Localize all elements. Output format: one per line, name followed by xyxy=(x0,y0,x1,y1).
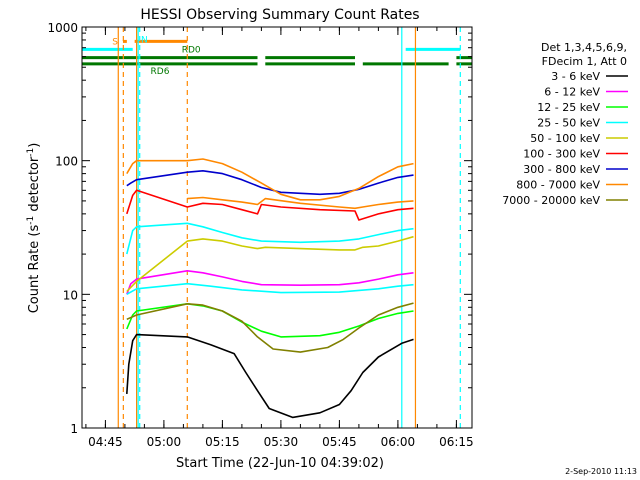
series-line xyxy=(126,282,414,295)
series-line xyxy=(126,189,414,221)
axis-ticks: 04:45 05:00 05:15 05:30 05:45 06:00 06:15 1 10 10… xyxy=(47,21,473,449)
legend-label: 100 - 300 keV xyxy=(523,148,600,161)
series-line xyxy=(187,196,414,210)
flag-bars: S N RD0 RD6 xyxy=(82,35,472,77)
series-line xyxy=(126,158,414,201)
legend-label: 7000 - 20000 keV xyxy=(502,194,600,207)
flag-label-rd0: RD0 xyxy=(182,46,201,56)
x-tick-label: 05:15 xyxy=(205,435,240,449)
x-tick-label: 05:45 xyxy=(322,435,357,449)
legend-label: 800 - 7000 keV xyxy=(516,179,600,192)
footer-timestamp: 2-Sep-2010 11:13 xyxy=(565,467,637,476)
legend-label: 25 - 50 keV xyxy=(537,117,600,130)
legend-label: 300 - 800 keV xyxy=(523,163,600,176)
x-axis-label: Start Time (22-Jun-10 04:39:02) xyxy=(176,456,384,471)
y-axis-label: Count Rate (s-1 detector-1) xyxy=(26,143,42,314)
flag-label-rd6: RD6 xyxy=(151,67,170,77)
y-tick-label: 1 xyxy=(70,422,78,436)
x-tick-label: 06:15 xyxy=(439,435,474,449)
series-line xyxy=(126,303,414,338)
plot-frame xyxy=(81,26,473,429)
legend-header-decimation: FDecim 1, Att 0 xyxy=(542,55,627,68)
legend-label: 12 - 25 keV xyxy=(537,101,600,114)
legend-label: 6 - 12 keV xyxy=(544,86,600,99)
y-tick-label: 1000 xyxy=(47,21,78,35)
series-line xyxy=(126,333,414,419)
series-layer xyxy=(126,158,414,419)
series-line xyxy=(126,235,414,293)
x-tick-label: 04:45 xyxy=(88,435,123,449)
legend-label: 50 - 100 keV xyxy=(530,132,600,145)
x-tick-label: 05:30 xyxy=(264,435,299,449)
legend-header-detectors: Det 1,3,4,5,6,9, xyxy=(541,41,627,54)
series-line xyxy=(126,302,414,353)
vertical-markers xyxy=(117,27,461,428)
x-tick-label: 06:00 xyxy=(381,435,416,449)
y-tick-label: 100 xyxy=(55,155,78,169)
series-line xyxy=(126,270,414,295)
series-line xyxy=(126,222,414,255)
flag-label-n: N xyxy=(141,35,148,45)
y-tick-label: 10 xyxy=(63,288,78,302)
legend: Det 1,3,4,5,6,9, FDecim 1, Att 0 3 - 6 k… xyxy=(502,41,628,207)
series-line xyxy=(126,170,414,196)
chart-title: HESSI Observing Summary Count Rates xyxy=(140,7,419,23)
flag-label-s: S xyxy=(112,37,118,47)
x-tick-label: 05:00 xyxy=(147,435,182,449)
legend-label: 3 - 6 keV xyxy=(551,70,600,83)
